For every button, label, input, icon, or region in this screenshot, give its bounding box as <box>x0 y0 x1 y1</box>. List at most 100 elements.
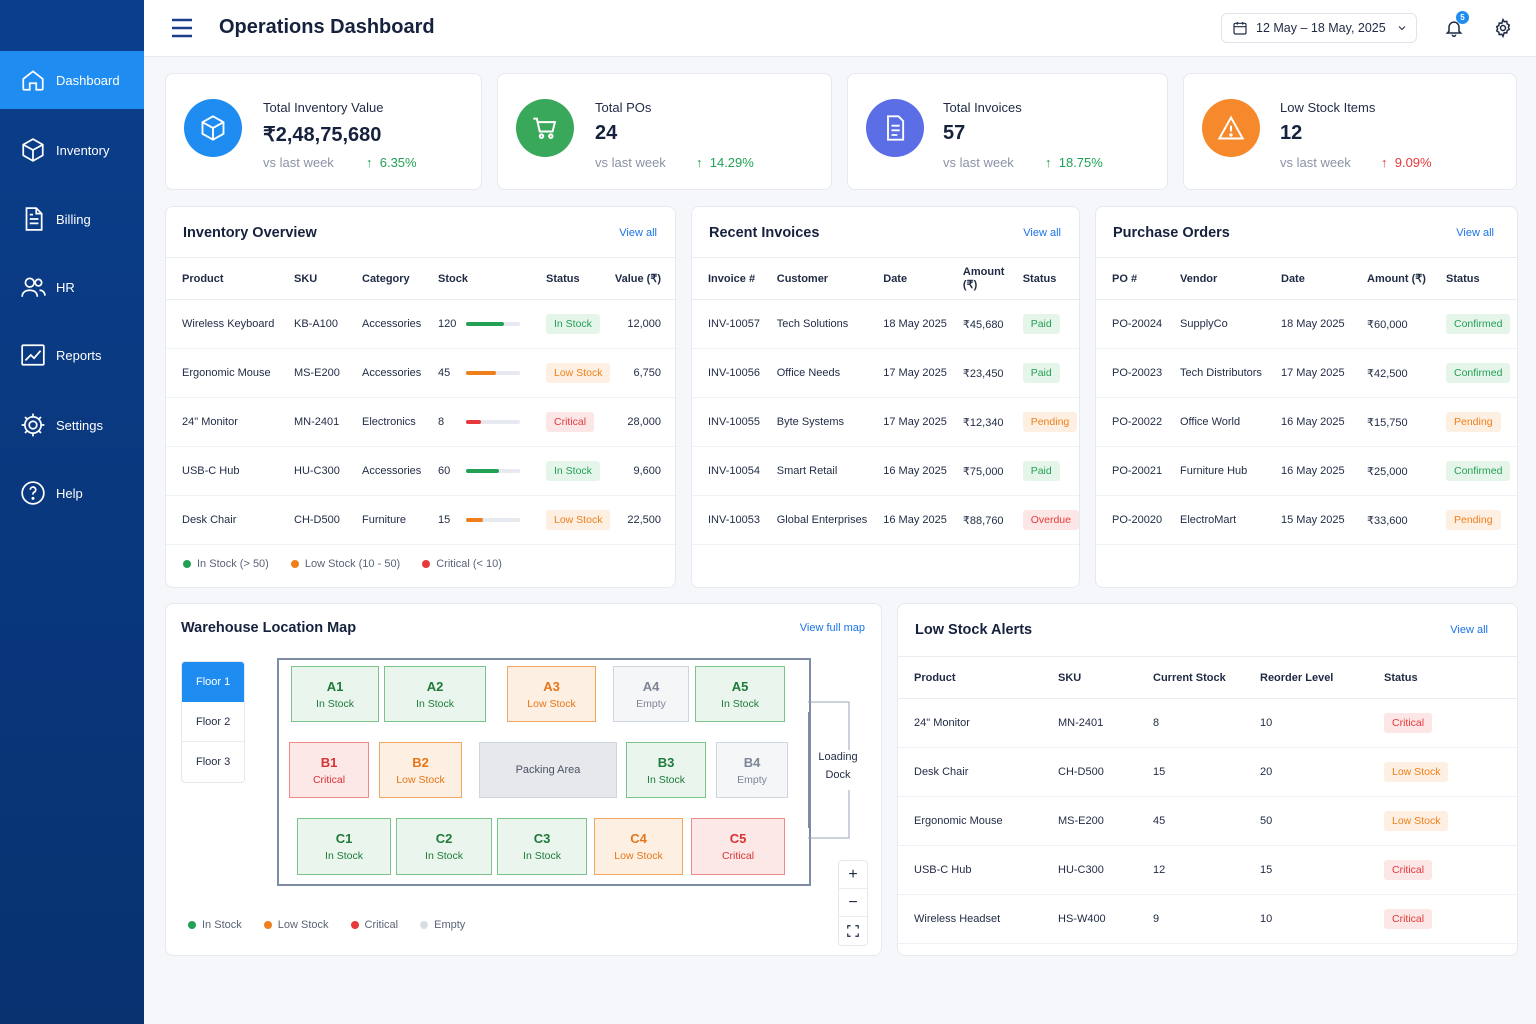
view-all-link[interactable]: View all <box>1023 227 1061 239</box>
status-cell: Overdue <box>1006 495 1079 545</box>
table-row[interactable]: INV-10057 Tech Solutions 18 May 2025 ₹45,68… <box>692 299 1079 349</box>
table-row[interactable]: PO-20023 Tech Distributors 17 May 2025 ₹42,… <box>1096 348 1517 398</box>
sidebar-item-reports[interactable]: Reports <box>0 326 144 384</box>
status-cell: Low Stock <box>1368 796 1517 846</box>
bay-status: Low Stock <box>527 697 576 710</box>
table-row[interactable]: 24" Monitor MN-2401 8 10 Critical <box>898 698 1517 748</box>
gear-icon <box>21 413 45 437</box>
table-row[interactable]: PO-20022 Office World 16 May 2025 ₹15,750 Pe… <box>1096 397 1517 447</box>
column-header: Reorder Level <box>1244 656 1368 699</box>
table-row[interactable]: Desk Chair CH-D500 15 20 Low Stock <box>898 747 1517 797</box>
product-cell: Desk Chair <box>166 495 278 545</box>
po-id-cell: PO-20023 <box>1096 348 1164 398</box>
bell-icon[interactable] <box>1444 18 1464 38</box>
bay-c2[interactable]: C2 In Stock <box>396 818 492 875</box>
settings-gear-icon[interactable] <box>1493 18 1513 38</box>
bay-c4[interactable]: C4 Low Stock <box>594 818 683 875</box>
stock-cell: 8 <box>422 397 530 447</box>
bay-code: B2 <box>412 754 429 770</box>
sidebar-item-billing[interactable]: Billing <box>0 190 144 248</box>
zoom-out-icon[interactable]: − <box>839 889 867 917</box>
amount-cell: ₹60,000 <box>1351 299 1430 349</box>
view-full-map-link[interactable]: View full map <box>799 622 865 634</box>
sidebar-item-inventory[interactable]: Inventory <box>0 121 144 179</box>
status-badge: Critical <box>1384 860 1433 880</box>
column-header: Category <box>346 257 422 300</box>
bay-b2[interactable]: B2 Low Stock <box>379 742 462 798</box>
table-row[interactable]: Wireless Keyboard KB-A100 Accessories 120 In… <box>166 299 675 349</box>
bay-a1[interactable]: A1 In Stock <box>291 666 379 722</box>
floor-tabs: Floor 1 Floor 2 Floor 3 <box>181 661 245 783</box>
table-row[interactable]: INV-10056 Office Needs 17 May 2025 ₹23,450 P… <box>692 348 1079 398</box>
bay-c3[interactable]: C3 In Stock <box>497 818 587 875</box>
amount-cell: ₹42,500 <box>1351 348 1430 398</box>
bay-code: B4 <box>743 754 761 770</box>
table-row[interactable]: INV-10055 Byte Systems 17 May 2025 ₹12,340 P… <box>692 397 1079 447</box>
zoom-in-icon[interactable]: + <box>839 861 867 889</box>
bay-a2[interactable]: A2 In Stock <box>384 666 486 722</box>
stat-label: Low Stock Items <box>1280 100 1376 115</box>
sidebar-item-dashboard[interactable]: Dashboard <box>0 51 144 109</box>
table-row[interactable]: Ergonomic Mouse MS-E200 Accessories 45 Low S… <box>166 348 675 398</box>
stat-sub: vs last week <box>263 155 334 170</box>
stat-value: ₹2,48,75,680 <box>263 124 382 146</box>
vendor-cell: Tech Distributors <box>1164 348 1265 398</box>
stock-cell: 45 <box>422 348 530 398</box>
stat-card-total-pos: Total POs 24 vs last week ↑ 14.29% <box>497 73 832 190</box>
bay-b3[interactable]: B3 In Stock <box>626 742 706 798</box>
table-row[interactable]: USB-C Hub HU-C300 12 15 Critical <box>898 845 1517 895</box>
amount-cell: ₹33,600 <box>1351 495 1430 545</box>
table-row[interactable]: INV-10053 Global Enterprises 16 May 2025 ₹8… <box>692 495 1079 545</box>
view-all-link[interactable]: View all <box>619 227 657 239</box>
home-icon <box>22 70 44 91</box>
bay-a3[interactable]: A3 Low Stock <box>507 666 596 722</box>
inventory-overview-card: Inventory Overview View all Product SKU … <box>165 206 676 588</box>
tab-floor-1[interactable]: Floor 1 <box>182 662 244 702</box>
sidebar-item-help[interactable]: Help <box>0 464 144 522</box>
low-stock-table: Product SKU Current Stock Reorder Level … <box>898 656 1517 944</box>
bay-b4[interactable]: B4 Empty <box>716 742 788 798</box>
bay-code: A3 <box>543 678 560 694</box>
table-row[interactable]: USB-C Hub HU-C300 Accessories 60 In Stock 9,6… <box>166 446 675 496</box>
table-row[interactable]: PO-20020 ElectroMart 15 May 2025 ₹33,600 Pen… <box>1096 495 1517 545</box>
sidebar-item-hr[interactable]: HR <box>0 258 144 316</box>
bay-code: A4 <box>642 678 660 694</box>
category-cell: Electronics <box>346 397 422 447</box>
table-row[interactable]: 24" Monitor MN-2401 Electronics 8 Critical 28… <box>166 397 675 447</box>
table-row[interactable]: Desk Chair CH-D500 Furniture 15 Low Stock 22,… <box>166 495 675 545</box>
table-row[interactable]: INV-10054 Smart Retail 16 May 2025 ₹75,000 P… <box>692 446 1079 496</box>
view-all-link[interactable]: View all <box>1450 624 1488 636</box>
bay-b1[interactable]: B1 Critical <box>289 742 369 798</box>
stat-card-low-stock: Low Stock Items 12 vs last week ↑ 9.09% <box>1183 73 1517 190</box>
bay-c1[interactable]: C1 In Stock <box>297 818 391 875</box>
bay-status: Critical <box>312 773 346 786</box>
table-row[interactable]: Ergonomic Mouse MS-E200 45 50 Low Stock <box>898 796 1517 846</box>
bay-a4[interactable]: A4 Empty <box>613 666 689 722</box>
table-row[interactable]: PO-20021 Furniture Hub 16 May 2025 ₹25,000 C… <box>1096 446 1517 496</box>
bay-c5[interactable]: C5 Critical <box>691 818 785 875</box>
bay-a5[interactable]: A5 In Stock <box>695 666 785 722</box>
value-cell: 9,600 <box>610 446 675 496</box>
help-icon <box>21 481 45 505</box>
table-row[interactable]: Wireless Headset HS-W400 9 10 Critical <box>898 894 1517 944</box>
date-range-picker[interactable]: 12 May – 18 May, 2025 <box>1221 13 1417 43</box>
table-row[interactable]: PO-20024 SupplyCo 18 May 2025 ₹60,000 Confir… <box>1096 299 1517 349</box>
sku-cell: KB-A100 <box>278 299 346 349</box>
tab-floor-3[interactable]: Floor 3 <box>196 756 231 768</box>
stat-icon-bg <box>866 99 924 157</box>
tab-floor-2[interactable]: Floor 2 <box>182 702 244 742</box>
chevron-down-icon <box>1398 26 1406 31</box>
column-header: Status <box>530 257 611 300</box>
fullscreen-icon[interactable] <box>839 917 867 945</box>
sidebar-item-settings[interactable]: Settings <box>0 396 144 454</box>
amount-cell: ₹45,680 <box>946 299 1007 349</box>
legend-item: Critical (< 10) <box>422 558 502 570</box>
column-header: Current Stock <box>1137 656 1244 699</box>
column-header: Vendor <box>1164 257 1265 300</box>
product-cell: USB-C Hub <box>898 845 1042 895</box>
menu-icon[interactable] <box>170 17 194 39</box>
value-cell: 22,500 <box>610 495 675 545</box>
customer-cell: Global Enterprises <box>760 495 868 545</box>
reorder-level-cell: 10 <box>1244 698 1368 748</box>
view-all-link[interactable]: View all <box>1456 227 1494 239</box>
